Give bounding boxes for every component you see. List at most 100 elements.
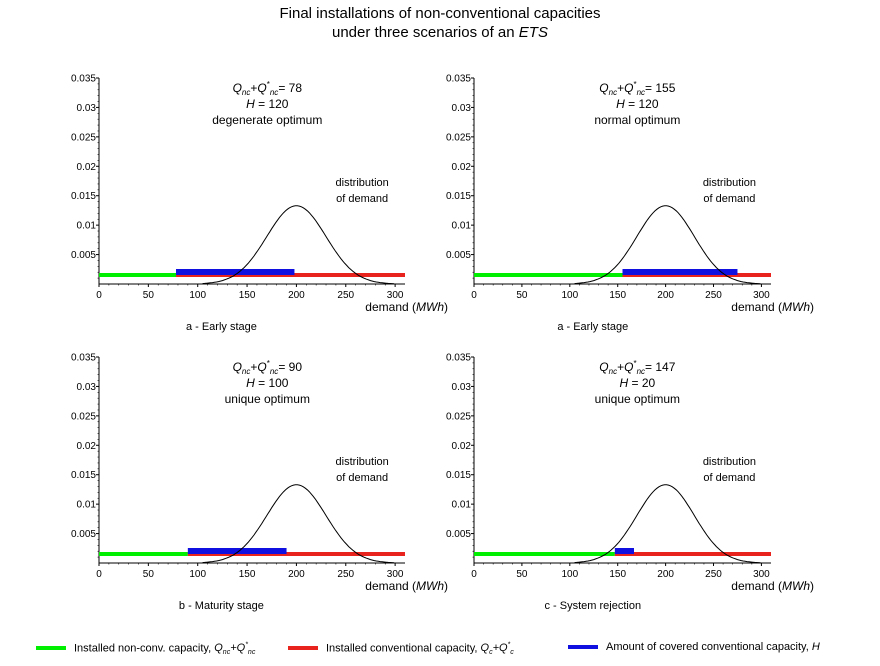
bar-covered (622, 269, 738, 275)
x-tick-label: 150 (609, 290, 626, 301)
x-axis-label: demand (MWh) (365, 300, 448, 314)
curve-label-line-2: of demand (336, 472, 388, 484)
y-tick-label: 0.01 (77, 500, 97, 511)
distribution-curve (574, 205, 761, 285)
y-tick-label: 0.03 (77, 382, 97, 393)
x-tick-label: 250 (705, 569, 722, 580)
x-tick-label: 0 (96, 569, 102, 580)
x-tick-label: 200 (288, 290, 305, 301)
y-tick-label: 0.01 (452, 221, 472, 232)
y-tick-label: 0.005 (71, 250, 96, 261)
x-tick-label: 50 (516, 569, 528, 580)
legend-swatch-covered (568, 645, 598, 650)
y-tick-label: 0.02 (452, 162, 472, 173)
bar-covered (175, 269, 295, 275)
x-tick-label: 0 (96, 290, 102, 301)
legend-item-covered: Amount of covered conventional capacity,… (568, 641, 820, 653)
annotation-optimum: unique optimum (595, 392, 680, 406)
x-tick-label: 100 (189, 290, 206, 301)
x-tick-label: 150 (239, 569, 256, 580)
bar-conventional (614, 552, 771, 556)
chart-panel-1: 0.005 0.01 0.015 0.02 0.025 0.03 0.035 0 50 100 15… (71, 74, 448, 334)
curve-label-line-2: of demand (336, 193, 388, 205)
y-tick-label: 0.035 (446, 74, 471, 85)
y-tick-label: 0.025 (446, 411, 471, 422)
x-tick-label: 300 (753, 290, 770, 301)
chart-caption: c - System rejection (545, 600, 642, 612)
y-tick-label: 0.02 (77, 441, 97, 452)
curve-label-line-1: distribution (703, 177, 756, 189)
legend: Installed non-conv. capacity, Qnc+Q*nc I… (0, 641, 880, 657)
x-tick-label: 300 (753, 569, 770, 580)
y-tick-label: 0.035 (71, 74, 96, 85)
curve-label-line-1: distribution (336, 456, 389, 468)
y-tick-label: 0.025 (71, 132, 96, 143)
y-tick-label: 0.005 (446, 250, 471, 261)
bar-conventional (187, 552, 405, 556)
x-tick-label: 250 (705, 290, 722, 301)
legend-swatch-non-conventional (36, 646, 66, 651)
legend-symbol-conventional: Qc+Q*c (480, 641, 514, 656)
legend-label-covered: Amount of covered conventional capacity, (606, 641, 812, 654)
curve-label-line-2: of demand (703, 193, 755, 205)
bar-non-conventional (99, 552, 188, 556)
y-tick-label: 0.03 (77, 103, 97, 114)
x-tick-label: 0 (471, 569, 477, 580)
x-tick-label: 50 (516, 290, 528, 301)
title-line-2-prefix: under three scenarios of an (332, 24, 519, 41)
y-tick-label: 0.03 (452, 103, 472, 114)
y-tick-label: 0.02 (452, 441, 472, 452)
x-axis-label: demand (MWh) (731, 579, 814, 593)
y-tick-label: 0.015 (71, 191, 96, 202)
x-tick-label: 100 (561, 569, 578, 580)
x-tick-label: 150 (239, 290, 256, 301)
annotation-q: Qnc+Q*nc= 147 (599, 359, 675, 376)
y-tick-label: 0.035 (446, 353, 471, 364)
x-tick-label: 150 (609, 569, 626, 580)
annotation-q: Qnc+Q*nc= 78 (233, 80, 303, 97)
annotation-h: H = 120 (616, 97, 659, 111)
curve-label-line-2: of demand (703, 472, 755, 484)
chart-caption: b - Maturity stage (179, 600, 264, 612)
x-tick-label: 50 (143, 569, 155, 580)
x-tick-label: 200 (657, 569, 674, 580)
bar-covered (614, 548, 634, 554)
distribution-curve (202, 205, 395, 285)
chart-panel-3: 0.005 0.01 0.015 0.02 0.025 0.03 0.035 0 50 100 15… (71, 353, 448, 613)
annotation-optimum: unique optimum (225, 392, 310, 406)
bar-non-conventional (99, 273, 176, 277)
legend-swatch-conventional (288, 646, 318, 651)
bar-covered (187, 548, 287, 554)
x-tick-label: 250 (337, 569, 354, 580)
x-tick-label: 200 (288, 569, 305, 580)
y-tick-label: 0.025 (71, 411, 96, 422)
figure-title: Final installations of non-conventional … (0, 4, 880, 42)
x-tick-label: 100 (189, 569, 206, 580)
legend-symbol-non-conventional: Qnc+Q*nc (214, 641, 256, 656)
distribution-curve (202, 484, 395, 564)
annotation-h: H = 120 (246, 97, 289, 111)
chart-panel-4: 0.005 0.01 0.015 0.02 0.025 0.03 0.035 0 50 100 15… (446, 353, 814, 613)
x-tick-label: 100 (561, 290, 578, 301)
title-line-2: under three scenarios of an ETS (0, 23, 880, 42)
legend-label-conventional: Installed conventional capacity, (326, 642, 481, 655)
y-tick-label: 0.015 (446, 470, 471, 481)
x-tick-label: 0 (471, 290, 477, 301)
y-tick-label: 0.015 (71, 470, 96, 481)
y-tick-label: 0.015 (446, 191, 471, 202)
annotation-q: Qnc+Q*nc= 90 (233, 359, 303, 376)
x-tick-label: 200 (657, 290, 674, 301)
title-line-2-ets: ETS (518, 24, 548, 41)
x-tick-label: 300 (387, 290, 404, 301)
curve-label-line-1: distribution (336, 177, 389, 189)
y-tick-label: 0.035 (71, 353, 96, 364)
chart-caption: a - Early stage (557, 321, 628, 333)
y-tick-label: 0.01 (77, 221, 97, 232)
x-axis-label: demand (MWh) (365, 579, 448, 593)
y-tick-label: 0.005 (71, 529, 96, 540)
annotation-optimum: normal optimum (594, 113, 680, 127)
curve-label-line-1: distribution (703, 456, 756, 468)
y-tick-label: 0.01 (452, 500, 472, 511)
chart-caption: a - Early stage (186, 321, 257, 333)
